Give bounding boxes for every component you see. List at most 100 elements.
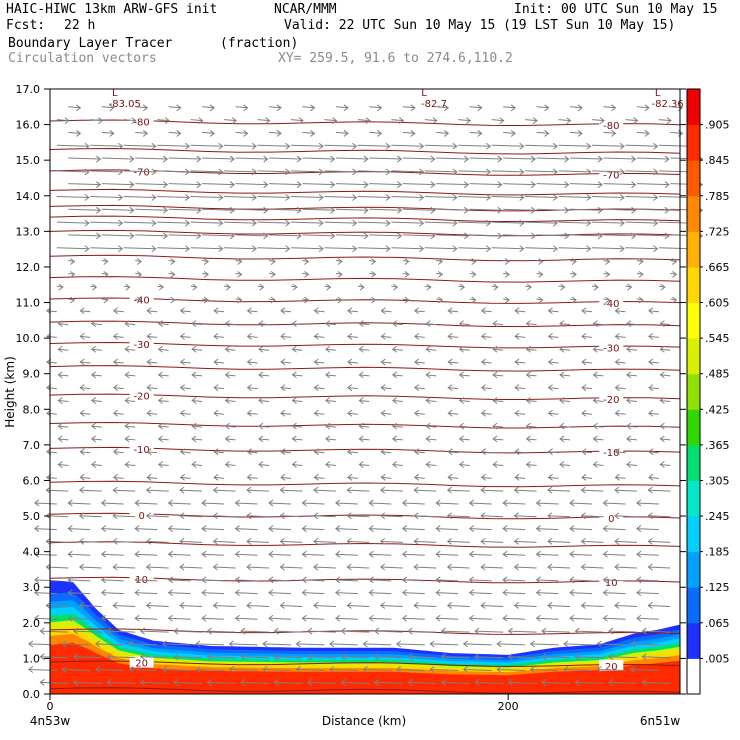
- vector-arrowhead: [513, 537, 519, 545]
- vector-arrowhead: [368, 550, 374, 558]
- vector-arrowhead: [664, 206, 670, 214]
- vector-arrowhead: [72, 678, 79, 686]
- vector-arrowhead: [79, 307, 85, 315]
- vector-arrowhead: [586, 245, 592, 253]
- vector-arrow: [202, 592, 225, 595]
- vector-arrowhead: [139, 678, 145, 686]
- vector-arrow: [536, 579, 559, 582]
- vector-arrow: [207, 630, 236, 633]
- vector-arrow: [324, 221, 357, 224]
- vector-arrowhead: [131, 117, 137, 125]
- vector-arrowhead: [410, 104, 416, 112]
- vector-arrowhead: [96, 181, 102, 189]
- vector-arrow: [463, 643, 492, 646]
- vector-arrow: [101, 579, 124, 582]
- vector-arrow: [475, 656, 504, 659]
- vector-arrowhead: [611, 130, 617, 137]
- colorbar-segment: [687, 124, 700, 161]
- vector-arrowhead: [262, 666, 268, 673]
- vector-arrow: [157, 144, 190, 147]
- vector-arrowhead: [67, 614, 73, 622]
- vector-arrowhead: [592, 461, 598, 468]
- vector-arrowhead: [513, 512, 519, 520]
- vector-arrowhead: [477, 130, 483, 137]
- temperature-contour-line: [49, 480, 681, 488]
- vector-arrowhead: [276, 130, 282, 137]
- vector-arrowhead: [90, 435, 97, 443]
- vector-arrowhead: [664, 181, 670, 189]
- vector-arrowhead: [61, 640, 67, 648]
- vector-arrow: [369, 553, 392, 556]
- colorbar-label: .305: [705, 474, 730, 487]
- vector-arrowhead: [552, 142, 558, 150]
- vector-arrowhead: [176, 104, 182, 112]
- vector-arrow: [174, 656, 203, 659]
- vector-arrow: [274, 656, 303, 659]
- vector-arrowhead: [458, 422, 464, 430]
- vector-arrowhead: [124, 461, 130, 468]
- vector-arrowhead: [446, 537, 452, 545]
- vector-arrow: [514, 566, 537, 569]
- vector-arrowhead: [191, 422, 197, 430]
- vector-arrowhead: [28, 640, 34, 648]
- vector-arrow: [202, 208, 235, 211]
- colorbar-label: .665: [705, 261, 730, 274]
- vector-arrowhead: [468, 525, 474, 532]
- vector-arrow: [369, 183, 402, 186]
- vector-arrow: [146, 604, 169, 607]
- vector-arrowhead: [229, 206, 235, 214]
- vector-arrow: [101, 234, 134, 237]
- vector-arrowhead: [224, 397, 230, 404]
- vector-arrow: [56, 195, 89, 198]
- vector-arrow: [90, 144, 123, 147]
- vector-arrowhead: [547, 537, 553, 545]
- vector-arrowhead: [118, 194, 124, 201]
- vector-arrowhead: [426, 283, 432, 291]
- vector-arrow: [493, 399, 504, 402]
- vector-arrowhead: [209, 104, 215, 112]
- vector-arrowhead: [285, 168, 291, 176]
- vector-arrowhead: [179, 563, 185, 571]
- vector-arrow: [626, 425, 637, 428]
- vector-arrow: [246, 604, 270, 607]
- vector-arrow: [357, 170, 390, 173]
- vector-arrowhead: [379, 563, 386, 571]
- vector-arrow: [202, 234, 235, 237]
- vector-arrow: [335, 553, 358, 556]
- vector-arrow: [247, 412, 258, 415]
- vector-arrow: [190, 144, 223, 147]
- vector-arrowhead: [619, 245, 625, 253]
- vector-arrowhead: [337, 296, 343, 304]
- contour-label-bg: [599, 118, 624, 130]
- vector-arrow: [570, 617, 593, 620]
- vector-arrowhead: [326, 283, 332, 291]
- vector-arrow: [614, 489, 637, 492]
- vector-arrowhead: [206, 678, 212, 686]
- x-end-label: 6n51w: [640, 714, 681, 728]
- vector-arrowhead: [586, 168, 592, 176]
- vector-arrow: [225, 464, 236, 467]
- vector-arrow: [493, 464, 504, 467]
- vector-arrowhead: [146, 384, 152, 392]
- x-tick-label: 200: [498, 700, 519, 713]
- vector-arrow: [40, 681, 69, 684]
- vector-arrow: [426, 464, 437, 467]
- vector-arrowhead: [125, 283, 131, 291]
- vector-arrow: [68, 617, 91, 620]
- vector-arrowhead: [463, 206, 470, 214]
- vector-arrowhead: [347, 333, 353, 340]
- vector-arrow: [581, 515, 604, 518]
- vector-arrowhead: [559, 371, 565, 379]
- vector-arrow: [603, 157, 636, 160]
- vector-arrow: [335, 579, 358, 582]
- vector-arrowhead: [626, 435, 632, 443]
- vector-arrowhead: [325, 435, 331, 443]
- vector-arrowhead: [243, 130, 249, 137]
- colorbar-label: .725: [705, 225, 730, 238]
- vector-arrowhead: [90, 320, 97, 327]
- vector-arrow: [214, 335, 225, 338]
- vector-arrowhead: [541, 627, 547, 635]
- vector-arrowhead: [224, 371, 230, 379]
- vector-arrowhead: [535, 525, 541, 532]
- vector-arrow: [202, 528, 225, 531]
